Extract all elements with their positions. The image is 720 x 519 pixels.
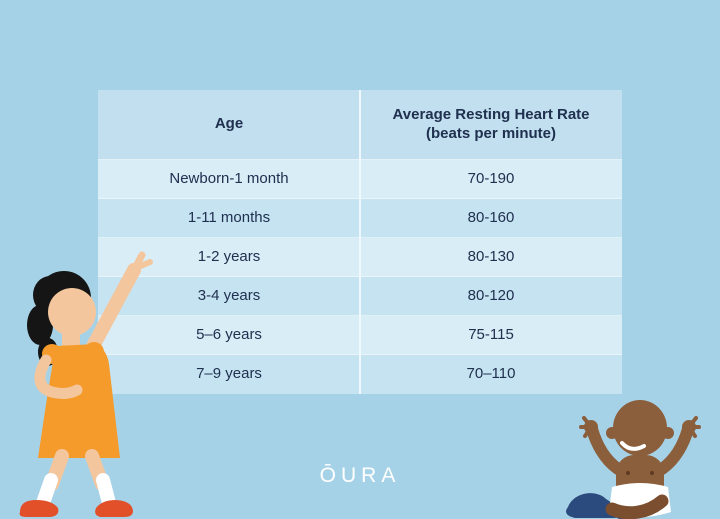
rate-cell: 80-160 [467, 208, 515, 226]
rate-cell: 70–110 [466, 365, 516, 383]
oura-logo: ŌURA [319, 464, 401, 487]
baby-illustration [566, 400, 701, 519]
rate-cell: 80-120 [467, 286, 515, 304]
age-cell: 1-11 months [187, 208, 271, 226]
age-cell: Newborn-1 month [169, 169, 289, 187]
age-cell: 3-4 years [197, 286, 261, 304]
heart-rate-table: Age Average Resting Heart Rate (beats pe… [98, 90, 622, 394]
age-cell: 5–6 years [196, 325, 262, 343]
age-cell: 1-2 years [197, 247, 261, 265]
rate-column-header: Average Resting Heart Rate (beats per mi… [392, 105, 590, 142]
girl-illustration [19, 251, 153, 517]
age-cell: 7–9 years [196, 365, 262, 383]
column-divider [359, 90, 361, 394]
rate-cell: 70-190 [467, 169, 515, 187]
rate-cell: 80-130 [467, 247, 515, 265]
age-column-header: Age [214, 115, 244, 133]
rate-cell: 75-115 [468, 325, 514, 343]
